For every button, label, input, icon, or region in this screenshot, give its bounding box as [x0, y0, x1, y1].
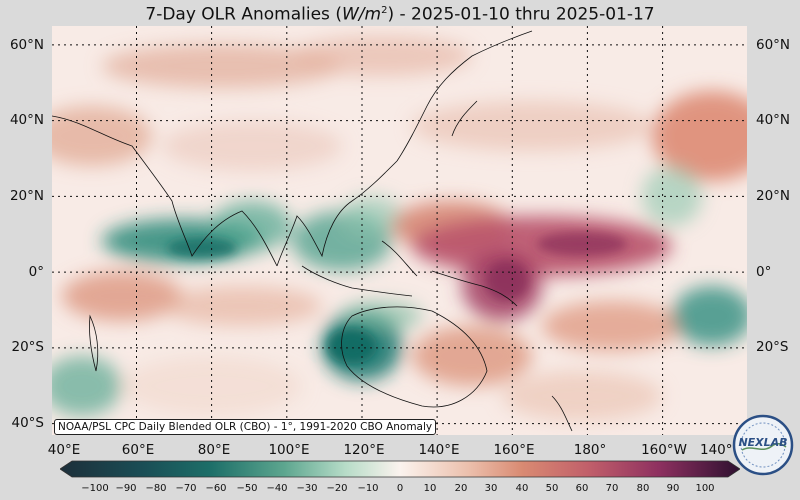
colorbar	[60, 460, 740, 478]
lon-label: 180°	[573, 442, 607, 458]
lon-label: 160°W	[641, 442, 687, 458]
lon-label: 160°E	[493, 442, 535, 458]
lat-label: 0°	[28, 264, 44, 280]
colorbar-tick: 10	[423, 483, 437, 494]
colorbar-tick: 30	[484, 483, 498, 494]
colorbar-tick: −30	[296, 483, 318, 494]
colorbar-tick: 90	[666, 483, 680, 494]
lat-label: 40°S	[11, 415, 45, 431]
colorbar-tick: −40	[266, 483, 288, 494]
colorbar-tick: 40	[515, 483, 529, 494]
lon-label: 100°E	[268, 442, 310, 458]
colorbar-tick: 50	[545, 483, 559, 494]
colorbar-tick: −80	[145, 483, 167, 494]
lon-label: 120°E	[343, 442, 385, 458]
lat-label: 40°N	[9, 112, 44, 128]
colorbar-tick: 20	[454, 483, 468, 494]
lat-label: 40°N	[756, 112, 791, 128]
colorbar-tick: −20	[326, 483, 348, 494]
lon-label: 40°E	[47, 442, 81, 458]
lat-label: 20°N	[756, 188, 791, 204]
map-title: 7-Day OLR Anomalies (W/m2) - 2025-01-10 …	[145, 4, 655, 25]
colorbar-tick: −60	[205, 483, 227, 494]
nexlab-logo[interactable]: NEXLAB	[732, 414, 794, 476]
lon-label: 80°E	[197, 442, 231, 458]
olr-anomaly-map	[52, 26, 747, 435]
coastlines	[52, 30, 573, 432]
colorbar-tick: −100	[81, 483, 109, 494]
lon-label: 60°E	[121, 442, 155, 458]
colorbar-tick: 0	[396, 483, 404, 494]
logo-text: NEXLAB	[738, 436, 787, 449]
data-source-note: NOAA/PSL CPC Daily Blended OLR (CBO) - 1…	[54, 419, 437, 435]
lon-label: 140°E	[418, 442, 460, 458]
lon-label: 140°W	[700, 442, 740, 458]
colorbar-tick: 70	[605, 483, 619, 494]
colorbar-tick: 80	[636, 483, 650, 494]
lat-label: 0°	[756, 264, 772, 280]
lat-label: 20°S	[11, 339, 45, 355]
colorbar-tick: 60	[575, 483, 589, 494]
colorbar-tick: 100	[695, 483, 715, 494]
lat-label: 60°N	[756, 37, 791, 53]
lat-label: 60°N	[9, 37, 44, 53]
colorbar-tick: −10	[357, 483, 379, 494]
anomaly-field	[52, 36, 747, 421]
lat-label: 20°S	[756, 339, 789, 355]
colorbar-tick: −90	[115, 483, 137, 494]
lat-label: 20°N	[9, 188, 44, 204]
colorbar-tick: −70	[175, 483, 197, 494]
colorbar-tick: −50	[236, 483, 258, 494]
